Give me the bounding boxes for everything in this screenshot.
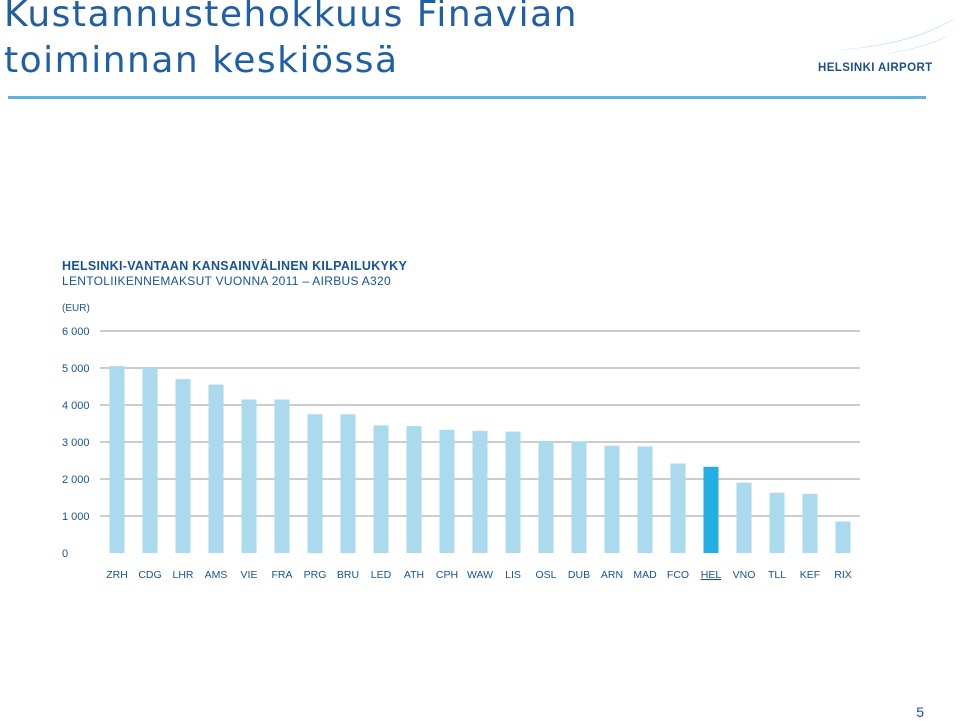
- logo-text: HELSINKI AIRPORT: [818, 62, 933, 74]
- bar-lhr: [175, 379, 191, 553]
- x-tick-label-vie: VIE: [241, 569, 258, 581]
- bar-ath: [406, 426, 422, 553]
- page-number: 5: [916, 704, 924, 720]
- bar-cdg: [142, 368, 158, 553]
- x-tick-label-arn: ARN: [601, 569, 623, 581]
- bar-zrh: [109, 366, 125, 553]
- x-tick-label-mad: MAD: [633, 569, 657, 581]
- bar-lis: [505, 431, 521, 553]
- x-tick-label-led: LED: [371, 569, 392, 581]
- x-tick-label-rix: RIX: [834, 569, 852, 581]
- x-tick-label-waw: WAW: [467, 569, 493, 581]
- bar-kef: [802, 493, 818, 553]
- bar-tll: [769, 492, 785, 553]
- bar-waw: [472, 430, 488, 553]
- bar-vie: [241, 399, 257, 553]
- slide-title-line-2: toiminnan keskiössä: [4, 40, 399, 81]
- x-tick-label-lhr: LHR: [172, 569, 193, 581]
- y-tick-label: 1 000: [62, 511, 90, 523]
- x-tick-label-hel: HEL: [701, 569, 722, 581]
- bar-fra: [274, 399, 290, 553]
- bar-vno: [736, 482, 752, 553]
- y-tick-label: 0: [62, 548, 68, 560]
- bar-fco: [670, 463, 686, 553]
- chart-title: HELSINKI-VANTAAN KANSAINVÄLINEN KILPAILU…: [62, 258, 408, 273]
- x-tick-label-lis: LIS: [505, 569, 521, 581]
- x-tick-label-osl: OSL: [535, 569, 556, 581]
- x-tick-label-vno: VNO: [733, 569, 756, 581]
- bar-arn: [604, 445, 620, 553]
- bar-ams: [208, 384, 224, 553]
- gridlines: 0 1 000 2 000 3 000 4 000 5 000 6 000: [62, 326, 860, 560]
- x-tick-label-fra: FRA: [272, 569, 293, 581]
- bar-dub: [571, 441, 587, 553]
- y-tick-label: 4 000: [62, 400, 90, 412]
- y-tick-label: 6 000: [62, 326, 90, 338]
- slide-title-line-1: Kustannustehokkuus Finavian: [4, 0, 578, 35]
- bars: [109, 366, 851, 554]
- x-tick-label-prg: PRG: [304, 569, 327, 581]
- bar-rix: [835, 521, 851, 553]
- y-tick-label: 5 000: [62, 363, 90, 375]
- bar-hel: [703, 466, 719, 553]
- x-tick-label-tll: TLL: [768, 569, 786, 581]
- x-tick-label-ath: ATH: [404, 569, 424, 581]
- bar-led: [373, 425, 389, 553]
- bar-mad: [637, 446, 653, 553]
- x-tick-label-cdg: CDG: [138, 569, 161, 581]
- x-tick-label-kef: KEF: [800, 569, 820, 581]
- bar-osl: [538, 440, 554, 553]
- y-tick-label: 2 000: [62, 474, 90, 486]
- x-tick-label-cph: CPH: [436, 569, 458, 581]
- x-tick-label-ams: AMS: [205, 569, 228, 581]
- y-tick-label: 3 000: [62, 437, 90, 449]
- x-tick-label-zrh: ZRH: [106, 569, 128, 581]
- bar-prg: [307, 414, 323, 554]
- y-axis-unit-label: (EUR): [62, 303, 90, 314]
- x-tick-label-bru: BRU: [337, 569, 359, 581]
- bar-bru: [340, 414, 356, 554]
- helsinki-airport-logo: HELSINKI AIRPORT: [812, 12, 960, 78]
- slide-title: Kustannustehokkuus Finavian toiminnan ke…: [4, 0, 578, 84]
- title-rule: [8, 96, 926, 99]
- x-tick-label-dub: DUB: [568, 569, 590, 581]
- x-tick-labels: ZRH CDG LHR AMS VIE FRA PRG BRU LED ATH CPH WAW LIS O…: [106, 569, 852, 581]
- x-tick-label-fco: FCO: [667, 569, 689, 581]
- bar-cph: [439, 429, 455, 553]
- chart-subtitle: LENTOLIIKENNEMAKSUT VUONNA 2011 – AIRBUS…: [62, 274, 391, 288]
